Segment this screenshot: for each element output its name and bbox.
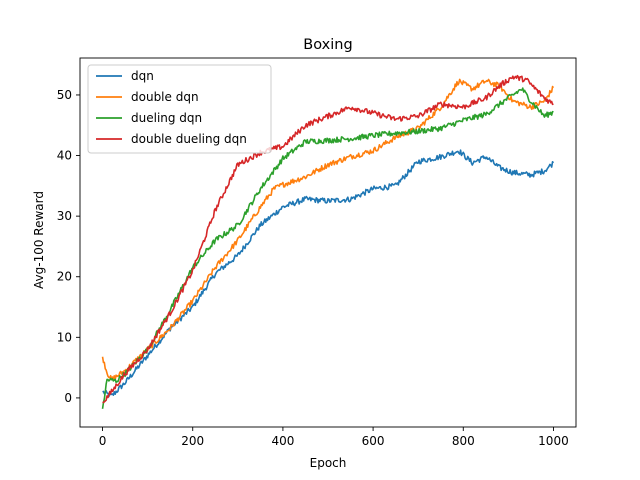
y-tick-label-0: 0 (64, 391, 72, 405)
legend-label-2: dueling dqn (131, 111, 202, 125)
x-axis-label: Epoch (310, 456, 347, 470)
x-tick-label-1: 200 (181, 434, 204, 448)
x-tick-label-3: 600 (362, 434, 385, 448)
legend-label-1: double dqn (131, 90, 199, 104)
y-tick-label-3: 30 (57, 209, 72, 223)
axes-frame (79, 57, 577, 428)
plot-lines (101, 74, 555, 409)
legend: dqn double dqn dueling dqn double dueling d… (87, 64, 272, 154)
y-tick-label-5: 50 (57, 88, 72, 102)
y-tick-label-1: 10 (57, 330, 72, 344)
chart-title: Boxing (303, 37, 352, 53)
series-line-3 (102, 74, 554, 404)
y-axis-label: Avg-100 Reward (32, 191, 46, 289)
y-tick-label-4: 40 (57, 149, 72, 163)
x-tick-label-4: 800 (452, 434, 475, 448)
series-line-0 (102, 149, 555, 398)
legend-label-3: double dueling dqn (131, 132, 247, 146)
y-tick-label-2: 20 (57, 270, 72, 284)
x-tick-label-2: 400 (271, 434, 294, 448)
legend-box (87, 64, 272, 154)
series-line-2 (101, 87, 554, 409)
y-axis-ticks: 0 10 20 30 40 50 (57, 88, 80, 405)
x-tick-label-0: 0 (99, 434, 107, 448)
legend-label-0: dqn (131, 69, 154, 83)
x-tick-label-5: 1000 (538, 434, 569, 448)
series-line-1 (101, 78, 555, 381)
x-axis-ticks: 0 200 400 600 800 1000 (99, 427, 569, 448)
